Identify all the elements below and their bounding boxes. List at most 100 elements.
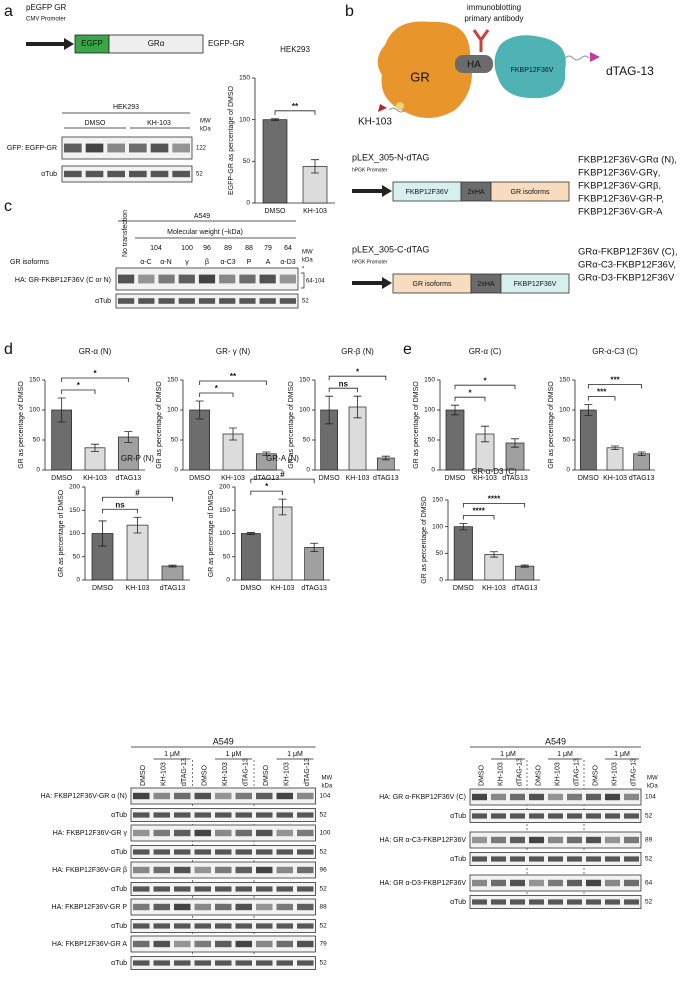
blot-band — [624, 836, 639, 844]
blot-band — [586, 793, 601, 801]
label: αTub — [95, 298, 111, 305]
blot-band — [235, 792, 252, 800]
blot-band — [194, 886, 211, 892]
x-tick-label: DMSO — [51, 475, 73, 482]
blot-band — [235, 849, 252, 855]
y-tick-label: 150 — [432, 497, 443, 504]
chart-title: GR-α-D3 (C) — [471, 467, 517, 476]
label: 1 μM — [557, 751, 573, 758]
blot-band — [133, 812, 150, 818]
error-bar — [124, 431, 133, 443]
product-label: FKBP12F36V-GRγ, — [578, 168, 660, 179]
label: DMSO — [535, 764, 542, 786]
blot-band — [510, 899, 525, 905]
label: FKBP12F36V — [511, 67, 554, 74]
blot-band — [153, 923, 170, 929]
blot-band — [215, 829, 232, 837]
label: dTAG-13 — [516, 758, 523, 786]
blot-band — [235, 866, 252, 874]
blot-band — [235, 940, 252, 948]
blot-row — [61, 136, 193, 160]
blot-band — [548, 879, 563, 887]
error-bar — [98, 520, 107, 547]
blot-band — [133, 792, 150, 800]
chart-title: GR- γ (N) — [216, 347, 251, 356]
label: 1 μM — [500, 751, 516, 758]
blot-band — [491, 879, 506, 887]
blot-band — [133, 849, 150, 855]
label: KH-103 — [554, 762, 561, 786]
blot-band — [215, 866, 232, 874]
bar — [484, 554, 504, 581]
label: kDa — [322, 784, 333, 790]
blot-band — [153, 940, 170, 948]
y-tick-label: 50 — [33, 437, 41, 444]
blot-band — [133, 866, 150, 874]
blot-band — [158, 274, 175, 284]
blot-band — [239, 274, 256, 284]
linker — [388, 107, 406, 113]
blot-band — [133, 923, 150, 929]
significance-label: ** — [292, 102, 299, 111]
error-bar — [278, 498, 287, 516]
label: MW — [647, 776, 658, 782]
blot-band — [64, 170, 82, 178]
blot-band — [150, 170, 169, 178]
chart-title: GR-α-C3 (C) — [592, 347, 638, 356]
label: CMV Promoter — [26, 17, 66, 23]
blot-band — [510, 813, 525, 819]
blot-band — [256, 903, 273, 911]
product-label: FKBP12F36V-GR-P, — [578, 194, 664, 205]
x-tick-label: DMSO — [240, 585, 262, 592]
blot-band — [297, 960, 314, 966]
blot-band — [198, 274, 216, 284]
blot-band — [276, 829, 293, 837]
blot-band — [174, 849, 191, 855]
y-tick-label: 0 — [431, 467, 435, 474]
label: HA: FKBP12F36V-GR α (N) — [40, 793, 127, 800]
product-label: FKBP12F36V-GR-A — [578, 207, 663, 218]
arrow-head — [64, 38, 74, 50]
blot-band — [235, 960, 252, 966]
significance-bracket — [199, 392, 234, 397]
x-tick-label: DMSO — [578, 475, 600, 482]
y-axis-label: EGFP-GR as percentage of DMSO — [228, 85, 235, 194]
x-tick-label: KH-103 — [603, 475, 627, 482]
label: 52 — [302, 299, 309, 305]
blot-band — [605, 899, 620, 905]
x-tick-label: dTAG13 — [373, 475, 399, 482]
blot-band — [174, 792, 191, 800]
blot-band — [529, 813, 544, 819]
label: MW — [322, 776, 333, 782]
blot-band — [235, 812, 252, 818]
label: 79 — [264, 245, 272, 252]
x-tick-label: dTAG13 — [254, 475, 280, 482]
blot-band — [491, 836, 506, 844]
y-tick-label: 0 — [174, 467, 178, 474]
panel-label: a — [4, 3, 13, 20]
blot-band — [276, 886, 293, 892]
label: * — [302, 267, 305, 273]
blot-band — [64, 143, 82, 153]
x-tick-label: dTAG13 — [629, 475, 655, 482]
blot-band — [194, 923, 211, 929]
label: No transfection — [122, 210, 129, 257]
significance-label: ns — [339, 379, 349, 388]
linker — [564, 55, 590, 61]
blot-band — [256, 866, 273, 874]
error-bar — [310, 542, 319, 553]
y-tick-label: 100 — [219, 530, 230, 537]
label: A549 — [194, 213, 210, 220]
label: 52 — [645, 856, 653, 863]
blot-band — [118, 298, 135, 304]
blot-band — [215, 903, 232, 911]
blot-band — [586, 879, 601, 887]
blot-band — [297, 792, 314, 800]
blot-band — [256, 940, 273, 948]
x-tick-label: KH-103 — [221, 475, 245, 482]
arrow-head — [382, 185, 392, 197]
blot-band — [297, 829, 314, 837]
product-label: GRα-D3-FKBP12F36V — [578, 273, 675, 284]
blot-band — [567, 836, 582, 844]
